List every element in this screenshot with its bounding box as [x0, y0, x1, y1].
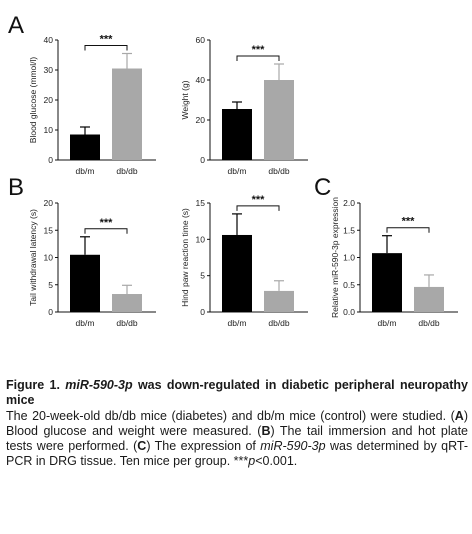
bar-db-db [112, 68, 142, 160]
caption-letter-c: C [137, 439, 147, 454]
significance-label: *** [100, 217, 114, 229]
significance-label: *** [252, 194, 266, 206]
panel-letter-b: B [8, 174, 24, 201]
figure-panels: A 0 10 20 30 40 Blood glucose (mmol/l) db/m db/d… [8, 12, 458, 328]
significance-label: *** [100, 34, 114, 46]
y-tick-label: 10 [44, 125, 54, 135]
significance-bracket [236, 55, 280, 61]
y-tick-label: 0 [200, 155, 205, 165]
caption-body-6: <0.001. [255, 454, 298, 469]
y-tick-label: 0.0 [343, 307, 355, 317]
y-tick-label: 0 [200, 307, 205, 317]
x-tick-label: db/db [418, 318, 440, 328]
y-tick-label: 2.0 [343, 198, 355, 208]
y-tick-label: 0 [48, 307, 53, 317]
y-tick-label: 40 [196, 75, 206, 85]
x-tick-label: db/db [116, 166, 138, 176]
bar-chart-2: 0 20 40 60 Weight (g) db/m db/db *** [180, 35, 308, 176]
caption-body-3: ) The tail immersion and hot plate tests… [6, 423, 468, 454]
y-tick-label: 30 [44, 65, 54, 75]
caption-body-1: The 20-week-old db/db mice (diabetes) an… [6, 408, 455, 423]
y-tick-label: 5 [200, 271, 205, 281]
bar-chart-1: A 0 10 20 30 40 Blood glucose (mmol/l) db/m db/d… [8, 12, 156, 176]
caption-body: The 20-week-old db/db mice (diabetes) an… [6, 409, 468, 470]
caption-letter-a: A [454, 408, 464, 423]
bar-db-m [222, 234, 252, 312]
y-tick-label: 0 [48, 155, 53, 165]
caption-body-2: ) Blood glucose and weight were measured… [6, 408, 468, 438]
x-tick-label: db/m [228, 166, 247, 176]
caption-title-text: was down-regulated in diabetic periphera… [6, 378, 469, 408]
y-tick-label: 5 [48, 280, 53, 290]
caption-letter-b: B [261, 423, 271, 438]
y-tick-label: 40 [44, 35, 54, 45]
caption-p-symbol: p [248, 454, 256, 469]
y-tick-label: 10 [44, 253, 54, 263]
figure-caption: Figure 1. miR-590-3p was down-regulated … [6, 378, 468, 470]
y-tick-label: 20 [44, 95, 54, 105]
x-tick-label: db/m [378, 318, 397, 328]
bar-db-db [414, 286, 444, 312]
x-tick-label: db/m [76, 166, 95, 176]
significance-bracket [386, 227, 430, 233]
y-axis-label: Relative miR-590-3p expression [330, 197, 340, 318]
y-axis-label: Hind paw reaction time (s) [180, 208, 190, 307]
caption-body-gene: miR-590-3p [260, 439, 326, 454]
bar-db-m [70, 254, 100, 312]
caption-title: Figure 1. miR-590-3p was down-regulated … [6, 378, 468, 409]
panel-letter-a: A [8, 12, 24, 39]
y-tick-label: 0.5 [343, 280, 355, 290]
bar-db-db [264, 80, 294, 160]
x-tick-label: db/m [76, 318, 95, 328]
x-tick-label: db/db [268, 318, 290, 328]
bar-db-m [372, 253, 402, 312]
bar-db-db [112, 294, 142, 312]
y-tick-label: 10 [196, 234, 206, 244]
y-tick-label: 15 [44, 225, 54, 235]
bar-chart-4: 0 5 10 15 Hind paw reaction time (s) db/m db/d… [180, 194, 308, 328]
significance-bracket [236, 205, 280, 211]
y-tick-label: 60 [196, 35, 206, 45]
caption-figure-label: Figure 1. [6, 378, 60, 392]
y-axis-label: Blood glucose (mmol/l) [28, 57, 38, 144]
caption-body-5: was determined by qRT-PCR in DRG tissue.… [6, 439, 468, 469]
bar-db-m [70, 134, 100, 160]
y-tick-label: 20 [196, 115, 206, 125]
bar-chart-3: B 0 5 10 15 20 Tail withdrawal latency (s) db/m… [8, 174, 156, 328]
x-tick-label: db/db [268, 166, 290, 176]
significance-bracket [84, 45, 128, 51]
caption-body-4: ) The expression of [146, 439, 261, 454]
x-tick-label: db/m [228, 318, 247, 328]
y-tick-label: 20 [44, 198, 54, 208]
y-tick-label: 1.5 [343, 225, 355, 235]
significance-label: *** [252, 44, 266, 56]
bar-db-db [264, 290, 294, 312]
y-axis-label: Weight (g) [180, 80, 190, 119]
y-tick-label: 15 [196, 198, 206, 208]
y-tick-label: 1.0 [343, 253, 355, 263]
caption-title-gene: miR-590-3p [65, 378, 133, 392]
panel-letter-c: C [314, 174, 331, 201]
significance-bracket [84, 228, 128, 234]
x-tick-label: db/db [116, 318, 138, 328]
y-axis-label: Tail withdrawal latency (s) [28, 209, 38, 306]
bar-db-m [222, 109, 252, 160]
significance-label: *** [402, 216, 416, 228]
